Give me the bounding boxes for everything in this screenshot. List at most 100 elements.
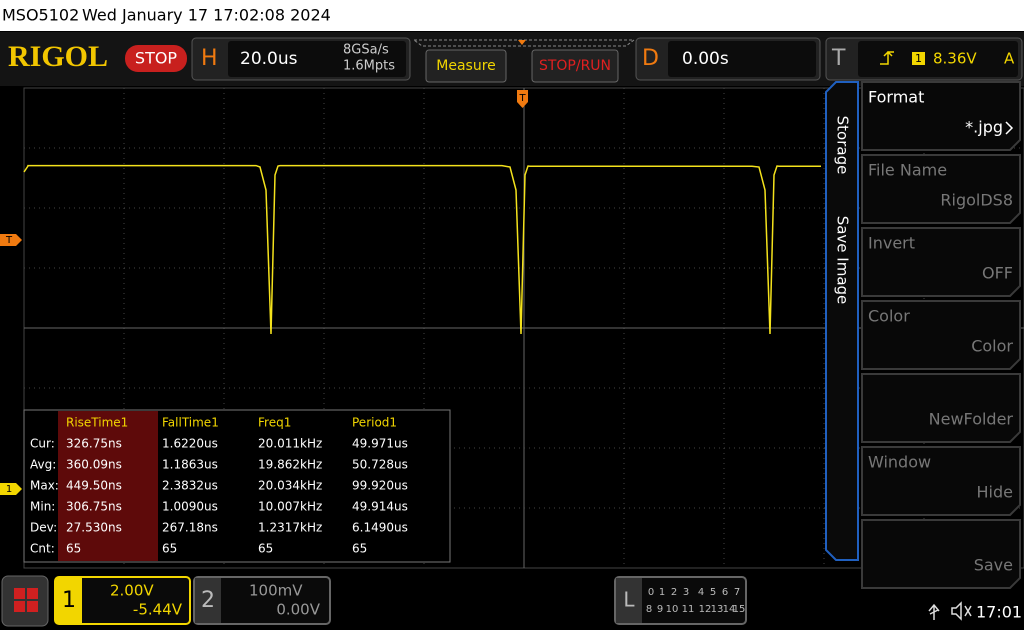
timebase-inner bbox=[228, 41, 406, 77]
table-cell: 1.1863us bbox=[162, 458, 218, 472]
menu-item-label: Format bbox=[868, 88, 924, 107]
menu-item-value: NewFolder bbox=[929, 410, 1014, 429]
menu-item-label: Invert bbox=[868, 234, 915, 253]
menu-item[interactable] bbox=[861, 373, 1021, 443]
trigger-pos-marker bbox=[517, 90, 528, 108]
digital-channel: 14 bbox=[723, 604, 736, 615]
ch1-waveform bbox=[23, 164, 821, 335]
row-label: Cur: bbox=[30, 437, 55, 451]
menu-item[interactable] bbox=[861, 519, 1021, 589]
stop-run-label: STOP/RUN bbox=[539, 58, 611, 74]
menu-item-value: *.jpg bbox=[965, 118, 1003, 137]
selected-column bbox=[58, 411, 158, 561]
h-label: H bbox=[201, 46, 218, 71]
row-label: Avg: bbox=[30, 458, 56, 472]
main-menu-icon bbox=[14, 588, 38, 612]
memory-pointer bbox=[518, 40, 526, 45]
table-cell: 306.75ns bbox=[66, 500, 122, 514]
digital-channel: 11 bbox=[682, 604, 695, 615]
mute-icon bbox=[951, 601, 972, 621]
t-label: T bbox=[831, 46, 846, 71]
stop-run-btn[interactable] bbox=[531, 49, 619, 83]
menu-tab-strip bbox=[825, 81, 859, 561]
table-cell: 267.18ns bbox=[162, 521, 218, 535]
menu-item-label: Color bbox=[868, 307, 910, 326]
ch1-marker-label: 1 bbox=[6, 484, 12, 495]
digital-channel: 10 bbox=[666, 604, 679, 615]
menu-item-value: Hide bbox=[977, 483, 1013, 502]
table-cell: 2.3832us bbox=[162, 479, 218, 493]
table-cell: 20.034kHz bbox=[258, 479, 322, 493]
title-bar bbox=[0, 0, 1024, 31]
ch1-scale: 2.00V bbox=[110, 582, 154, 600]
model: MSO5102 bbox=[2, 6, 79, 25]
table-cell: 99.920us bbox=[352, 479, 408, 493]
ch2-offset: 0.00V bbox=[276, 601, 320, 619]
ch2-number: 2 bbox=[201, 588, 215, 613]
menu: Format *.jpg File Name RigolDS8 Invert OFF Col… bbox=[861, 81, 1021, 589]
menu-item-value: OFF bbox=[982, 264, 1013, 283]
digital-channel: 2 bbox=[671, 587, 677, 598]
d-label: D bbox=[642, 46, 659, 71]
digital-channel: 1 bbox=[659, 587, 665, 598]
table-cell: 360.09ns bbox=[66, 458, 122, 472]
digital-channel: 3 bbox=[683, 587, 689, 598]
ch1-marker bbox=[0, 483, 22, 495]
menu-item-label: File Name bbox=[868, 161, 947, 180]
menu-tab[interactable]: Save Image bbox=[834, 216, 852, 305]
usb-icon bbox=[928, 603, 940, 620]
ch1-badge bbox=[56, 578, 82, 623]
menu-item[interactable] bbox=[861, 227, 1021, 297]
logic-box[interactable] bbox=[614, 576, 747, 625]
measurement-table: RiseTime1 FallTime1 Freq1 Period1 Cur: 326.75… bbox=[23, 409, 451, 563]
digital-channel: 8 bbox=[646, 604, 652, 615]
menu-item[interactable] bbox=[861, 300, 1021, 370]
timebase: 20.0us bbox=[240, 49, 298, 69]
digital-channel: 4 bbox=[698, 587, 704, 598]
logic-badge bbox=[616, 578, 642, 623]
menu-tab[interactable]: Storage bbox=[834, 116, 852, 175]
menu-item-label: Window bbox=[868, 453, 931, 472]
menu-item[interactable] bbox=[861, 81, 1021, 151]
table-cell: 1.2317kHz bbox=[258, 521, 322, 535]
ch1-box[interactable] bbox=[54, 576, 191, 625]
table-header: Freq1 bbox=[258, 416, 291, 430]
table-cell: 65 bbox=[66, 542, 81, 556]
row-label: Min: bbox=[30, 500, 55, 514]
trigger-level: 8.36V bbox=[933, 50, 977, 68]
delay-inner bbox=[668, 41, 816, 77]
menu-item[interactable] bbox=[861, 446, 1021, 516]
row-label: Max: bbox=[30, 479, 59, 493]
row-label: Dev: bbox=[30, 521, 57, 535]
digital-channel: 9 bbox=[657, 604, 663, 615]
menu-item-value: Save bbox=[974, 556, 1013, 575]
table-cell: 19.862kHz bbox=[258, 458, 322, 472]
run-state: STOP bbox=[135, 49, 178, 68]
trigger-channel-badge bbox=[912, 52, 925, 65]
ch1-offset: -5.44V bbox=[133, 601, 183, 619]
table-cell: 65 bbox=[352, 542, 367, 556]
digital-channel: 6 bbox=[722, 587, 728, 598]
memory-depth: 1.6Mpts bbox=[343, 59, 395, 74]
memory-indicator bbox=[412, 39, 636, 47]
menu-item-value: RigolDS8 bbox=[940, 191, 1013, 210]
brand: RIGOL bbox=[8, 40, 108, 73]
ch2-box[interactable] bbox=[193, 576, 331, 625]
ch2-badge bbox=[195, 578, 221, 623]
table-header: Period1 bbox=[352, 416, 397, 430]
run-state-badge[interactable] bbox=[125, 45, 187, 72]
table-cell: 1.6220us bbox=[162, 437, 218, 451]
table-cell: 20.011kHz bbox=[258, 437, 322, 451]
sample-rate: 8GSa/s bbox=[343, 43, 389, 58]
datetime: Wed January 17 17:02:08 2024 bbox=[82, 6, 331, 25]
measure-btn[interactable] bbox=[425, 49, 507, 83]
table-header: FallTime1 bbox=[162, 416, 219, 430]
table-cell: 49.971us bbox=[352, 437, 408, 451]
ch1-number: 1 bbox=[62, 588, 76, 613]
l-label: L bbox=[623, 588, 635, 612]
table-cell: 49.914us bbox=[352, 500, 408, 514]
table-cell: 326.75ns bbox=[66, 437, 122, 451]
menu-item[interactable] bbox=[861, 154, 1021, 224]
